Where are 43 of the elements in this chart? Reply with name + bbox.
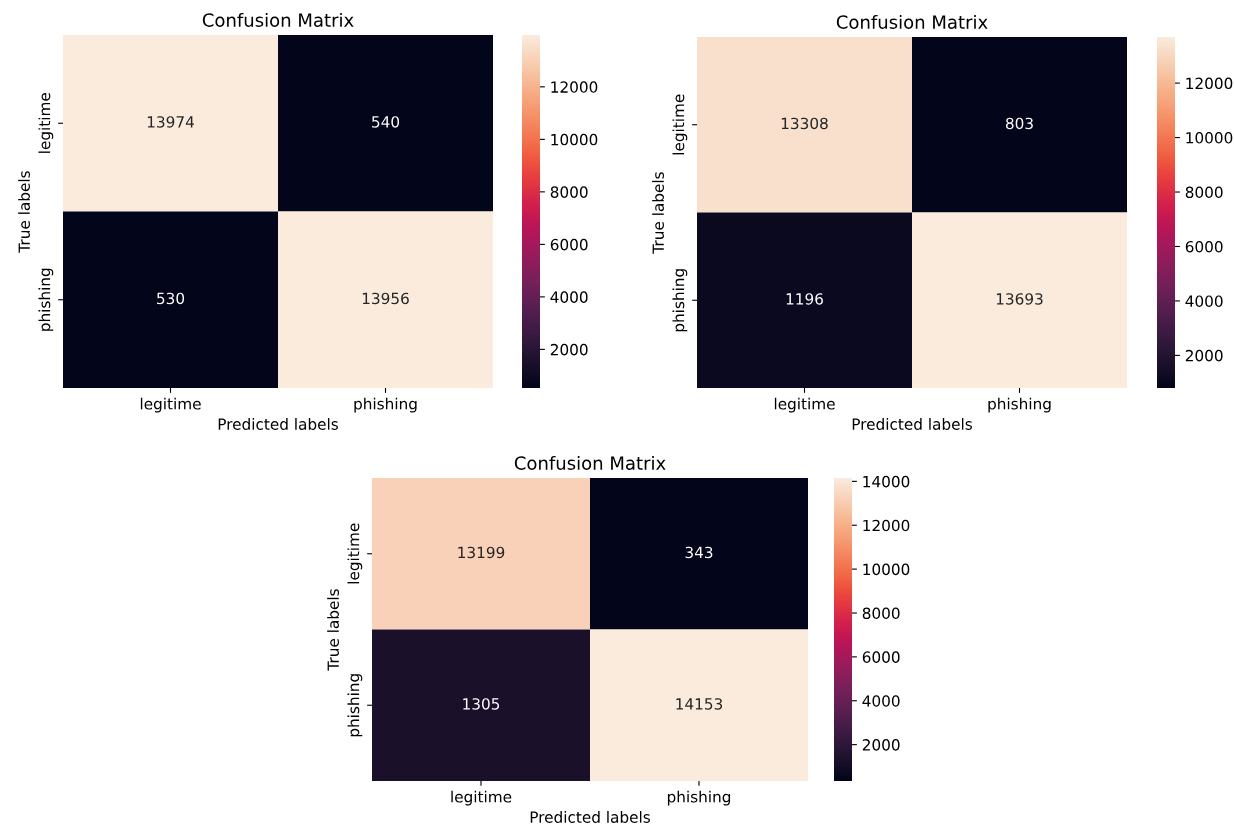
color-bar-label: 10000 [863, 563, 910, 576]
color-bar-label: 12000 [863, 519, 910, 532]
color-bar-label: 8000 [550, 186, 588, 198]
y-axis-title: True labels [18, 171, 30, 253]
data-label: 1305 [463, 698, 500, 710]
data-label: 14153 [676, 698, 723, 710]
color-bar-label: 6000 [862, 651, 900, 663]
color-bar-label: 10000 [1186, 132, 1233, 144]
x-tick-label: phishing [988, 397, 1051, 413]
data-label: 13308 [781, 117, 828, 130]
x-axis-title: Predicted labels [218, 418, 338, 430]
data-label: 13956 [362, 292, 409, 305]
color-bar-label: 12000 [551, 81, 598, 93]
color-bar-label: 6000 [550, 238, 588, 251]
color-bar-label: 8000 [1185, 186, 1223, 199]
color-bar-label: 14000 [863, 475, 910, 488]
color-bar-label: 8000 [862, 607, 900, 620]
color-bar-label: 4000 [1185, 295, 1223, 307]
x-tick-label: legitime [140, 397, 201, 413]
chart-title: Confusion Matrix [514, 455, 666, 470]
data-label: 530 [157, 292, 185, 305]
data-label: 13693 [996, 293, 1043, 305]
chart-title: Confusion Matrix [836, 14, 988, 29]
color-bar-label: 2000 [550, 343, 588, 356]
data-label: 803 [1005, 117, 1033, 130]
data-label: 13974 [147, 116, 194, 128]
y-axis-title: True labels [652, 172, 664, 254]
x-tick-label: legitime [774, 397, 835, 413]
color-bar-label: 2000 [1185, 349, 1223, 362]
x-axis-title: Predicted labels [852, 418, 972, 430]
color-bar-label: 10000 [551, 133, 598, 146]
data-label: 13199 [458, 546, 505, 559]
x-axis-title: Predicted labels [530, 811, 650, 823]
chart-title: Confusion Matrix [202, 12, 354, 27]
data-label: 1196 [786, 293, 823, 305]
color-bar-label: 2000 [862, 739, 900, 751]
data-label: 540 [372, 116, 400, 128]
y-axis-title: True labels [327, 589, 339, 671]
color-bar-label: 12000 [1186, 77, 1233, 90]
color-bar-label: 4000 [550, 291, 588, 303]
data-label: 343 [685, 546, 713, 559]
color-bar-label: 4000 [862, 695, 900, 707]
color-bar-label: 6000 [1185, 240, 1223, 253]
